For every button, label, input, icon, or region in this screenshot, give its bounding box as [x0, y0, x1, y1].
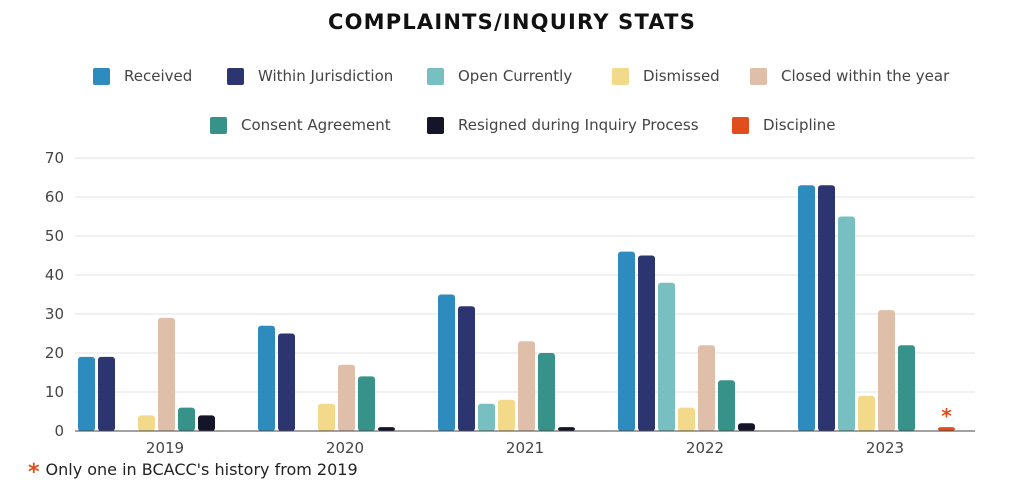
bar	[618, 251, 635, 431]
legend-swatch	[427, 67, 444, 85]
bar	[358, 376, 375, 431]
bar	[898, 345, 915, 431]
legend-item: Within Jurisdiction	[227, 66, 393, 86]
legend-item: Open Currently	[427, 66, 572, 86]
footnote-marker: *	[28, 460, 40, 485]
bar	[538, 353, 555, 431]
y-tick-label: 20	[45, 344, 64, 362]
bar	[98, 356, 115, 431]
bar	[718, 380, 735, 431]
legend-swatch	[427, 116, 444, 134]
bar	[818, 185, 835, 431]
legend-swatch	[227, 67, 244, 85]
bar	[838, 216, 855, 431]
legend-item: Consent Agreement	[210, 115, 391, 135]
legend-label: Open Currently	[458, 67, 573, 85]
legend-label: Consent Agreement	[241, 116, 391, 134]
bar	[518, 341, 535, 431]
legend-label: Dismissed	[643, 67, 720, 85]
bar	[658, 282, 675, 431]
legend-item: Resigned during Inquiry Process	[427, 115, 699, 135]
bar	[638, 255, 655, 431]
legend-label: Resigned during Inquiry Process	[458, 116, 699, 134]
bar	[698, 345, 715, 431]
y-tick-label: 40	[45, 266, 64, 284]
bar	[378, 427, 395, 431]
legend-item: Received	[93, 66, 192, 86]
y-tick-label: 50	[45, 227, 64, 245]
y-tick-label: 60	[45, 188, 64, 206]
legend-swatch	[732, 116, 749, 134]
y-tick-label: 70	[45, 149, 64, 167]
bar	[318, 403, 335, 431]
bar	[498, 399, 515, 431]
x-tick-label: 2020	[326, 439, 364, 457]
y-tick-label: 0	[54, 422, 64, 440]
bar	[558, 427, 575, 431]
bar	[938, 427, 955, 431]
legend-label: Within Jurisdiction	[258, 67, 394, 85]
y-tick-label: 10	[45, 383, 64, 401]
chart-title: COMPLAINTS/INQUIRY STATS	[327, 10, 697, 34]
bar	[478, 403, 495, 431]
bar	[738, 423, 755, 431]
x-tick-label: 2022	[686, 439, 724, 457]
legend-item: Dismissed	[612, 66, 720, 86]
x-tick-label: 2023	[866, 439, 904, 457]
bar	[858, 395, 875, 431]
bar	[138, 415, 155, 431]
legend-swatch	[93, 67, 110, 85]
legend-label: Closed within the year	[781, 67, 950, 85]
bar-annotation-marker: *	[941, 404, 952, 428]
bar	[178, 407, 195, 431]
x-tick-label: 2021	[506, 439, 544, 457]
legend-label: Discipline	[763, 116, 836, 134]
bar	[338, 364, 355, 431]
legend-item: Closed within the year	[750, 66, 949, 86]
legend-swatch	[750, 67, 767, 85]
bar	[798, 185, 815, 431]
footnote: * Only one in BCACC's history from 2019	[28, 460, 358, 485]
x-tick-label: 2019	[146, 439, 184, 457]
legend-label: Received	[124, 67, 193, 85]
bar	[258, 325, 275, 431]
legend-swatch	[210, 116, 227, 134]
bar	[78, 356, 95, 431]
bar	[278, 333, 295, 431]
bar	[158, 317, 175, 431]
bar	[678, 407, 695, 431]
bar	[458, 306, 475, 431]
bar	[878, 310, 895, 431]
footnote-text: Only one in BCACC's history from 2019	[45, 460, 358, 479]
bar	[198, 415, 215, 431]
y-tick-label: 30	[45, 305, 64, 323]
legend-swatch	[612, 67, 629, 85]
bar	[438, 294, 455, 431]
legend-item: Discipline	[732, 115, 836, 135]
